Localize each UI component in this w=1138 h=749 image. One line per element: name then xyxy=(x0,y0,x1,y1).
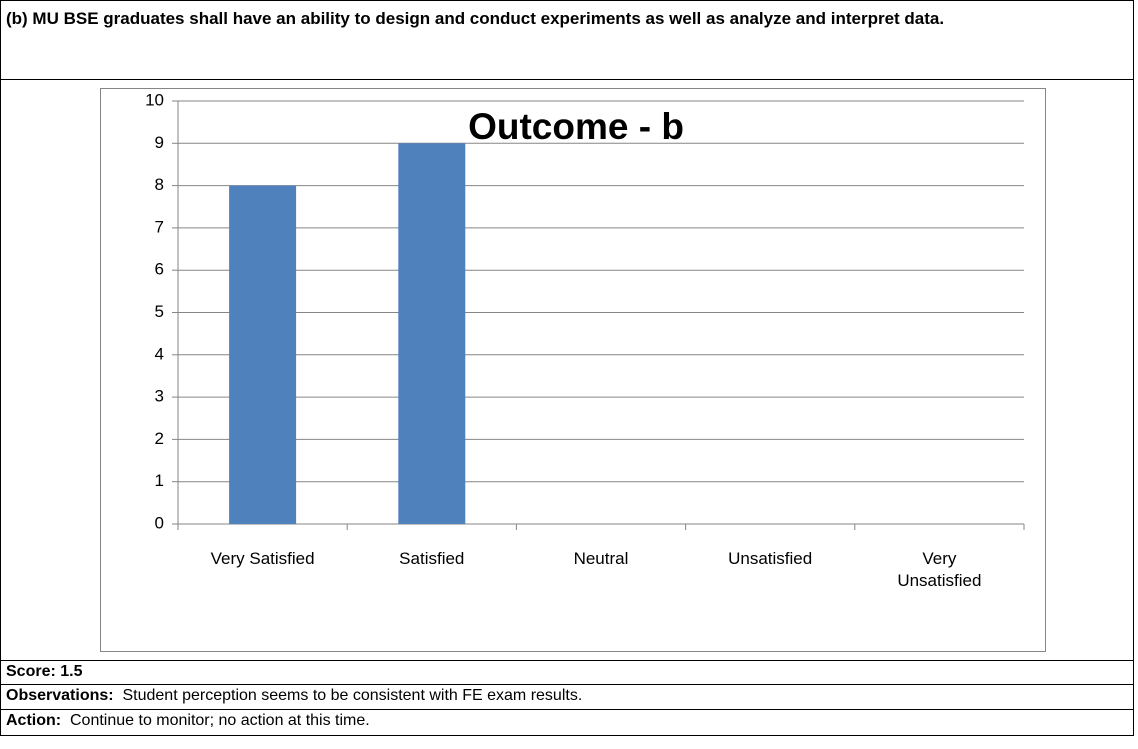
x-tick-label-box: Unsatisfied xyxy=(728,549,813,568)
action-row: Action: Continue to monitor; no action a… xyxy=(0,709,1134,736)
observations-text: Student perception seems to be consisten… xyxy=(122,687,583,704)
score-row: Score: 1.5 xyxy=(0,660,1134,685)
chart-frame: Outcome - b 0 1 2 3 4 5 6 7 8 9 10 Very Satisfied Sa… xyxy=(100,88,1046,652)
observations-row: Observations: Student perception seems t… xyxy=(0,684,1134,710)
x-tick-label-box: Very Satisfied xyxy=(210,549,315,568)
y-tick-label: 7 xyxy=(155,217,164,236)
x-tick-label-box: Neutral xyxy=(573,549,629,568)
action-text: Continue to monitor; no action at this t… xyxy=(70,712,370,729)
x-tick-label: Neutral xyxy=(573,549,629,568)
x-tick-label: Very Satisfied xyxy=(210,549,315,568)
bar xyxy=(398,143,466,525)
x-tick-label: Very Unsatisfied xyxy=(897,549,982,590)
y-tick-label: 6 xyxy=(155,260,164,279)
bar xyxy=(229,185,297,524)
y-tick-label: 2 xyxy=(155,429,164,448)
y-tick-label: 10 xyxy=(145,90,164,109)
y-tick-label: 9 xyxy=(155,133,164,152)
x-tick-label: Unsatisfied xyxy=(728,549,813,568)
y-tick-label: 3 xyxy=(155,387,164,406)
observations-label: Observations: xyxy=(6,687,114,704)
chart: Outcome - b 0 1 2 3 4 5 6 7 8 9 10 Very Satisfied Sa… xyxy=(145,90,1025,590)
y-tick-label: 5 xyxy=(155,302,164,321)
x-tick-label: Satisfied xyxy=(399,549,465,568)
score: Score: 1.5 xyxy=(6,663,83,680)
heading: (b) MU BSE graduates shall have an abili… xyxy=(0,0,1134,80)
action-label: Action: xyxy=(6,712,62,729)
y-tick-label: 0 xyxy=(155,513,164,532)
x-tick-label-box: Very Unsatisfied xyxy=(897,549,982,590)
x-tick-label-box: Satisfied xyxy=(399,549,465,568)
y-tick-label: 8 xyxy=(155,175,164,194)
y-tick-label: 1 xyxy=(155,471,164,490)
chart-title: Outcome - b xyxy=(468,106,684,147)
y-tick-label: 4 xyxy=(155,344,164,363)
